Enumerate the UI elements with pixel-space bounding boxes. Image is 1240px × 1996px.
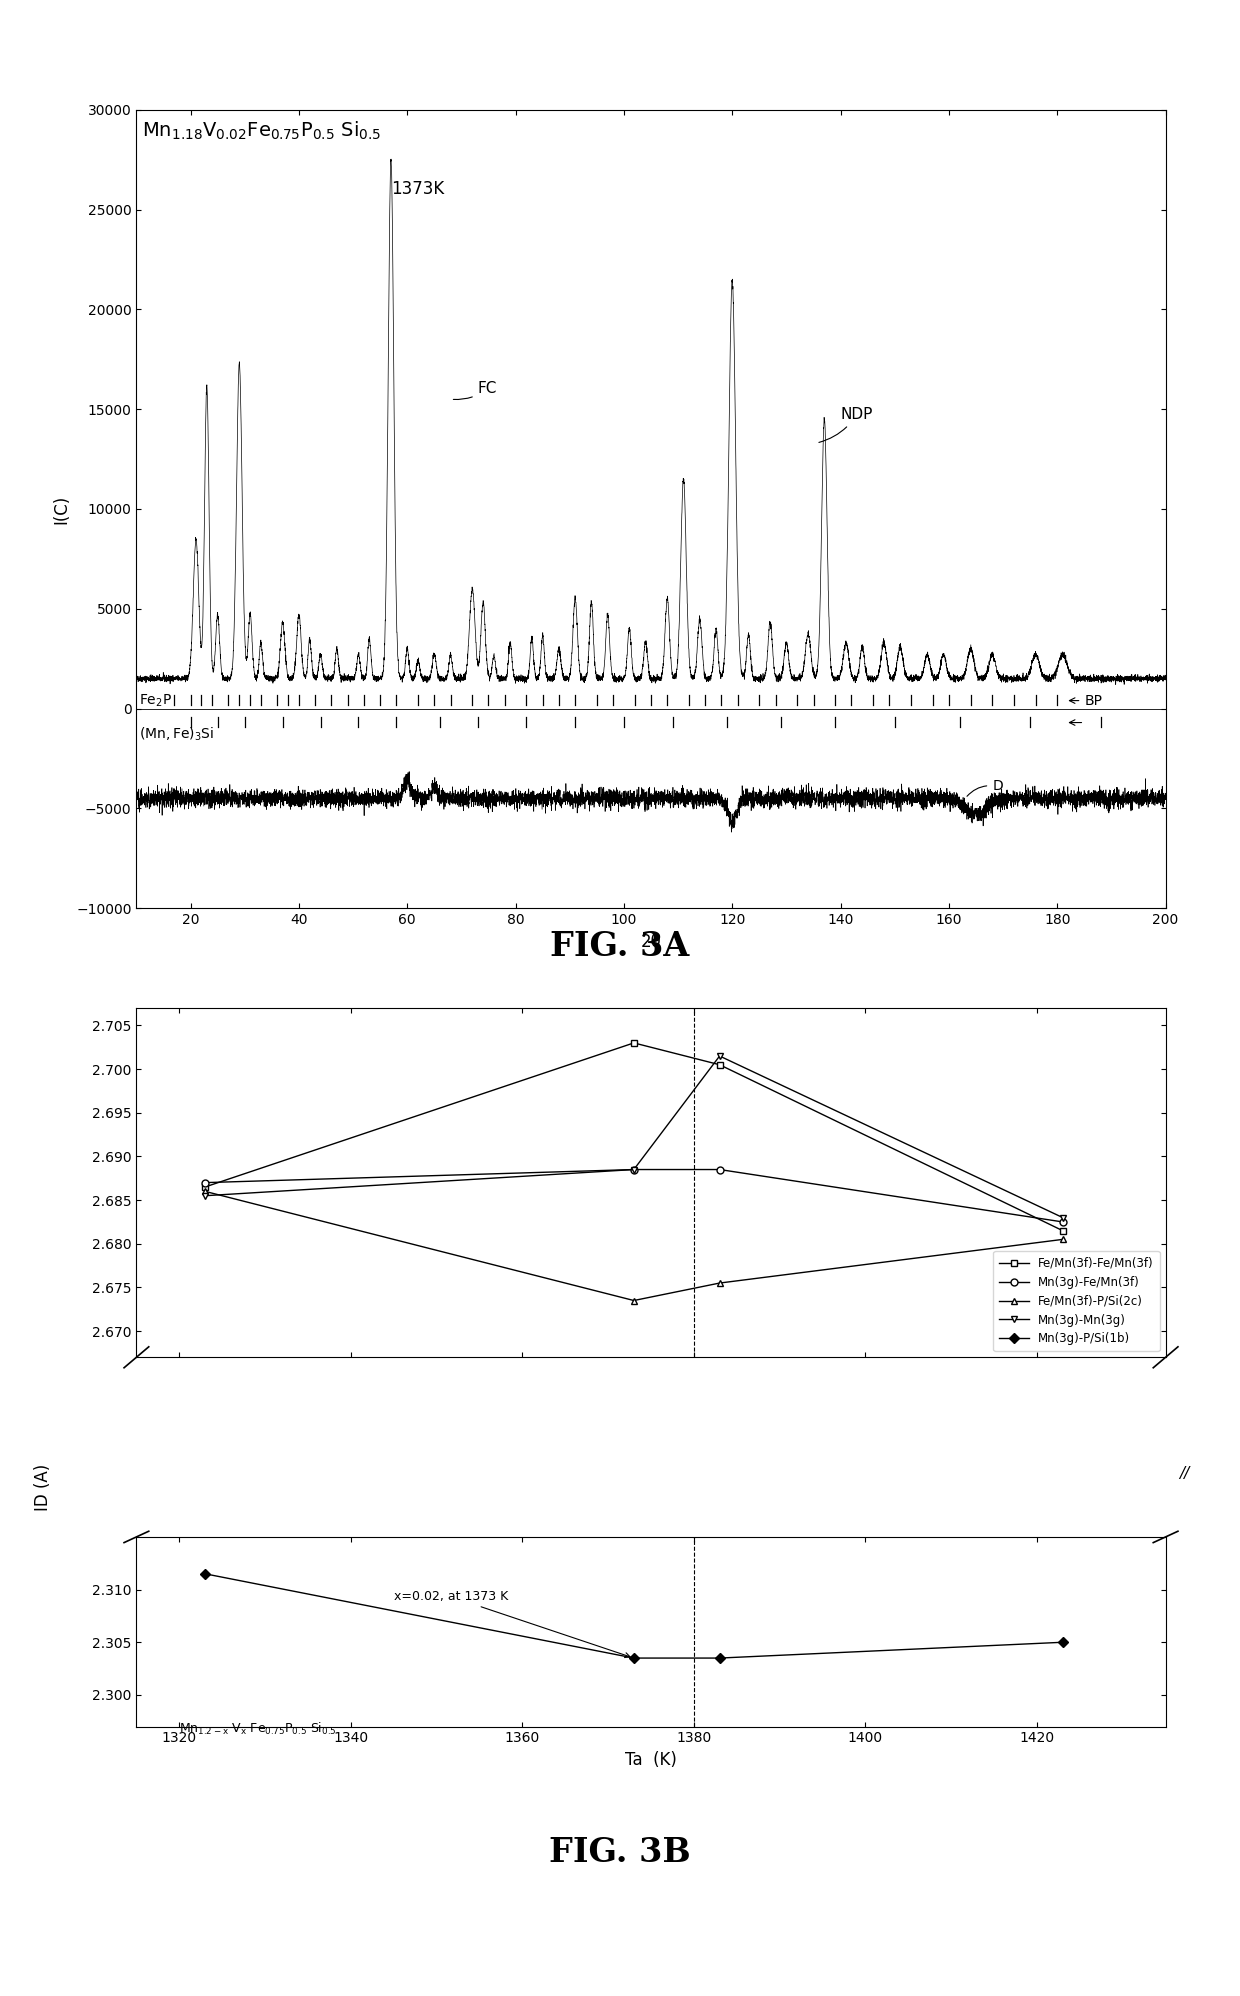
Line: Fe/Mn(3f)-P/Si(2c): Fe/Mn(3f)-P/Si(2c)	[202, 1188, 1066, 1303]
Fe/Mn(3f)-Fe/Mn(3f)	[1055, 1220, 1070, 1244]
Fe/Mn(3f)-Fe/Mn(3f)	[712, 1052, 727, 1076]
Mn(3g)-P/Si(1b)	[1055, 1631, 1070, 1655]
Text: ID (A): ID (A)	[35, 1463, 52, 1511]
Fe/Mn(3f)-P/Si(2c)	[197, 1180, 212, 1204]
Text: NDP: NDP	[818, 407, 873, 443]
Text: D: D	[967, 778, 1003, 796]
Fe/Mn(3f)-P/Si(2c)	[712, 1271, 727, 1295]
Text: $\rm (Mn,Fe)_3Si$: $\rm (Mn,Fe)_3Si$	[139, 727, 215, 743]
Text: 1373K: 1373K	[391, 180, 444, 198]
Mn(3g)-Fe/Mn(3f)	[712, 1158, 727, 1182]
Line: Mn(3g)-P/Si(1b): Mn(3g)-P/Si(1b)	[202, 1571, 1066, 1661]
Text: $\rm Mn_{1.2-x}\ V_x\ Fe_{0.75}P_{0.5}\ Si_{0.5}$: $\rm Mn_{1.2-x}\ V_x\ Fe_{0.75}P_{0.5}\ …	[180, 1721, 337, 1737]
Text: $\rm Fe_2P$: $\rm Fe_2P$	[139, 693, 172, 709]
Fe/Mn(3f)-Fe/Mn(3f)	[626, 1032, 641, 1056]
Mn(3g)-Fe/Mn(3f)	[626, 1158, 641, 1182]
Mn(3g)-Mn(3g)	[1055, 1206, 1070, 1230]
Text: FC: FC	[454, 381, 497, 399]
Mn(3g)-Fe/Mn(3f)	[197, 1172, 212, 1196]
Text: FIG. 3B: FIG. 3B	[549, 1836, 691, 1868]
Line: Fe/Mn(3f)-Fe/Mn(3f): Fe/Mn(3f)-Fe/Mn(3f)	[202, 1040, 1066, 1234]
Y-axis label: I(C): I(C)	[52, 495, 71, 523]
Mn(3g)-P/Si(1b)	[712, 1647, 727, 1671]
X-axis label: 2θ: 2θ	[641, 932, 661, 950]
Fe/Mn(3f)-P/Si(2c)	[626, 1289, 641, 1313]
Mn(3g)-Fe/Mn(3f)	[1055, 1210, 1070, 1234]
Text: x=0.02, at 1373 K: x=0.02, at 1373 K	[393, 1591, 630, 1657]
Line: Mn(3g)-Fe/Mn(3f): Mn(3g)-Fe/Mn(3f)	[202, 1166, 1066, 1226]
Text: $\rm Mn_{1.18}V_{0.02}Fe_{0.75}P_{0.5}\ Si_{0.5}$: $\rm Mn_{1.18}V_{0.02}Fe_{0.75}P_{0.5}\ …	[141, 120, 381, 142]
Legend: Fe/Mn(3f)-Fe/Mn(3f), Mn(3g)-Fe/Mn(3f), Fe/Mn(3f)-P/Si(2c), Mn(3g)-Mn(3g), Mn(3g): Fe/Mn(3f)-Fe/Mn(3f), Mn(3g)-Fe/Mn(3f), F…	[993, 1251, 1159, 1351]
X-axis label: Ta  (K): Ta (K)	[625, 1750, 677, 1768]
Mn(3g)-Mn(3g)	[197, 1184, 212, 1208]
Fe/Mn(3f)-P/Si(2c)	[1055, 1228, 1070, 1251]
Fe/Mn(3f)-Fe/Mn(3f)	[197, 1176, 212, 1200]
Text: //: //	[1179, 1465, 1189, 1481]
Text: BP: BP	[1069, 693, 1102, 709]
Mn(3g)-Mn(3g)	[626, 1158, 641, 1182]
Mn(3g)-Mn(3g)	[712, 1044, 727, 1068]
Mn(3g)-P/Si(1b)	[626, 1647, 641, 1671]
Mn(3g)-P/Si(1b)	[197, 1561, 212, 1585]
Line: Mn(3g)-Mn(3g): Mn(3g)-Mn(3g)	[202, 1052, 1066, 1222]
Text: FIG. 3A: FIG. 3A	[551, 930, 689, 962]
